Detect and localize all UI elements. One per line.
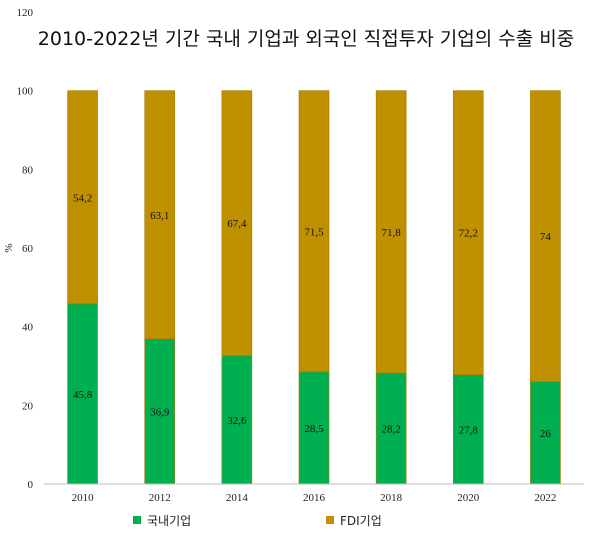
- bar-fdi-2012: [144, 90, 176, 340]
- data-label: 71,5: [304, 226, 324, 238]
- bars: 45,8 54,2 36,9 63,1 32,6 67,4 28,5 71,5 28,2 71,8…: [67, 90, 561, 485]
- bar-fdi-2014: [221, 90, 253, 357]
- data-label: 71,8: [382, 227, 402, 239]
- x-tick-label: 2018: [380, 492, 403, 504]
- bar-fdi-2020: [452, 90, 484, 375]
- data-label: 72,2: [459, 228, 478, 240]
- data-label: 28,2: [382, 424, 401, 436]
- y-axis-ticks: 0 20 40 60 80 100 120: [17, 7, 34, 491]
- x-axis-ticks: 2010 2012 2014 2016 2018 2020 2022: [72, 492, 557, 504]
- data-label: 63,1: [150, 210, 169, 222]
- y-tick-label: 40: [22, 322, 34, 334]
- x-tick-label: 2020: [457, 492, 480, 504]
- x-tick-label: 2022: [534, 492, 556, 504]
- bar-domestic-2010: [67, 303, 98, 485]
- data-label: 54,2: [73, 192, 92, 204]
- bar-domestic-2022: [530, 381, 561, 485]
- data-label: 27,8: [459, 424, 479, 436]
- legend-label: FDI기업: [340, 514, 382, 528]
- y-axis-label: %: [3, 243, 15, 252]
- data-label: 28,5: [304, 423, 324, 435]
- data-label: 32,6: [227, 415, 247, 427]
- data-label: 36,9: [150, 406, 170, 418]
- bar-fdi-2010: [67, 90, 98, 305]
- x-tick-label: 2012: [149, 492, 171, 504]
- data-label: 67,4: [227, 218, 247, 230]
- legend-swatch: [326, 516, 334, 524]
- legend-swatch: [133, 516, 141, 524]
- x-tick-label: 2016: [303, 492, 326, 504]
- y-tick-label: 80: [22, 164, 34, 176]
- y-tick-label: 120: [17, 7, 34, 19]
- chart-title: 2010-2022년 기간 국내 기업과 외국인 직접투자 기업의 수출 비중: [38, 28, 574, 50]
- x-tick-label: 2014: [226, 492, 249, 504]
- x-tick-label: 2010: [72, 492, 95, 504]
- legend: 국내기업 FDI기업: [133, 514, 382, 528]
- bar-fdi-2018: [375, 90, 407, 374]
- bar-fdi-2016: [298, 90, 330, 373]
- y-tick-label: 20: [22, 400, 34, 412]
- bar-domestic-2014: [221, 355, 253, 485]
- y-tick-label: 60: [22, 243, 34, 255]
- bar-domestic-2020: [452, 374, 484, 485]
- data-label: 74: [540, 231, 552, 243]
- legend-label: 국내기업: [147, 514, 191, 528]
- y-tick-label: 100: [17, 86, 34, 98]
- data-label: 45,8: [73, 389, 93, 401]
- bar-fdi-2022: [530, 90, 561, 383]
- data-label: 26: [540, 428, 552, 440]
- y-tick-label: 0: [28, 479, 34, 491]
